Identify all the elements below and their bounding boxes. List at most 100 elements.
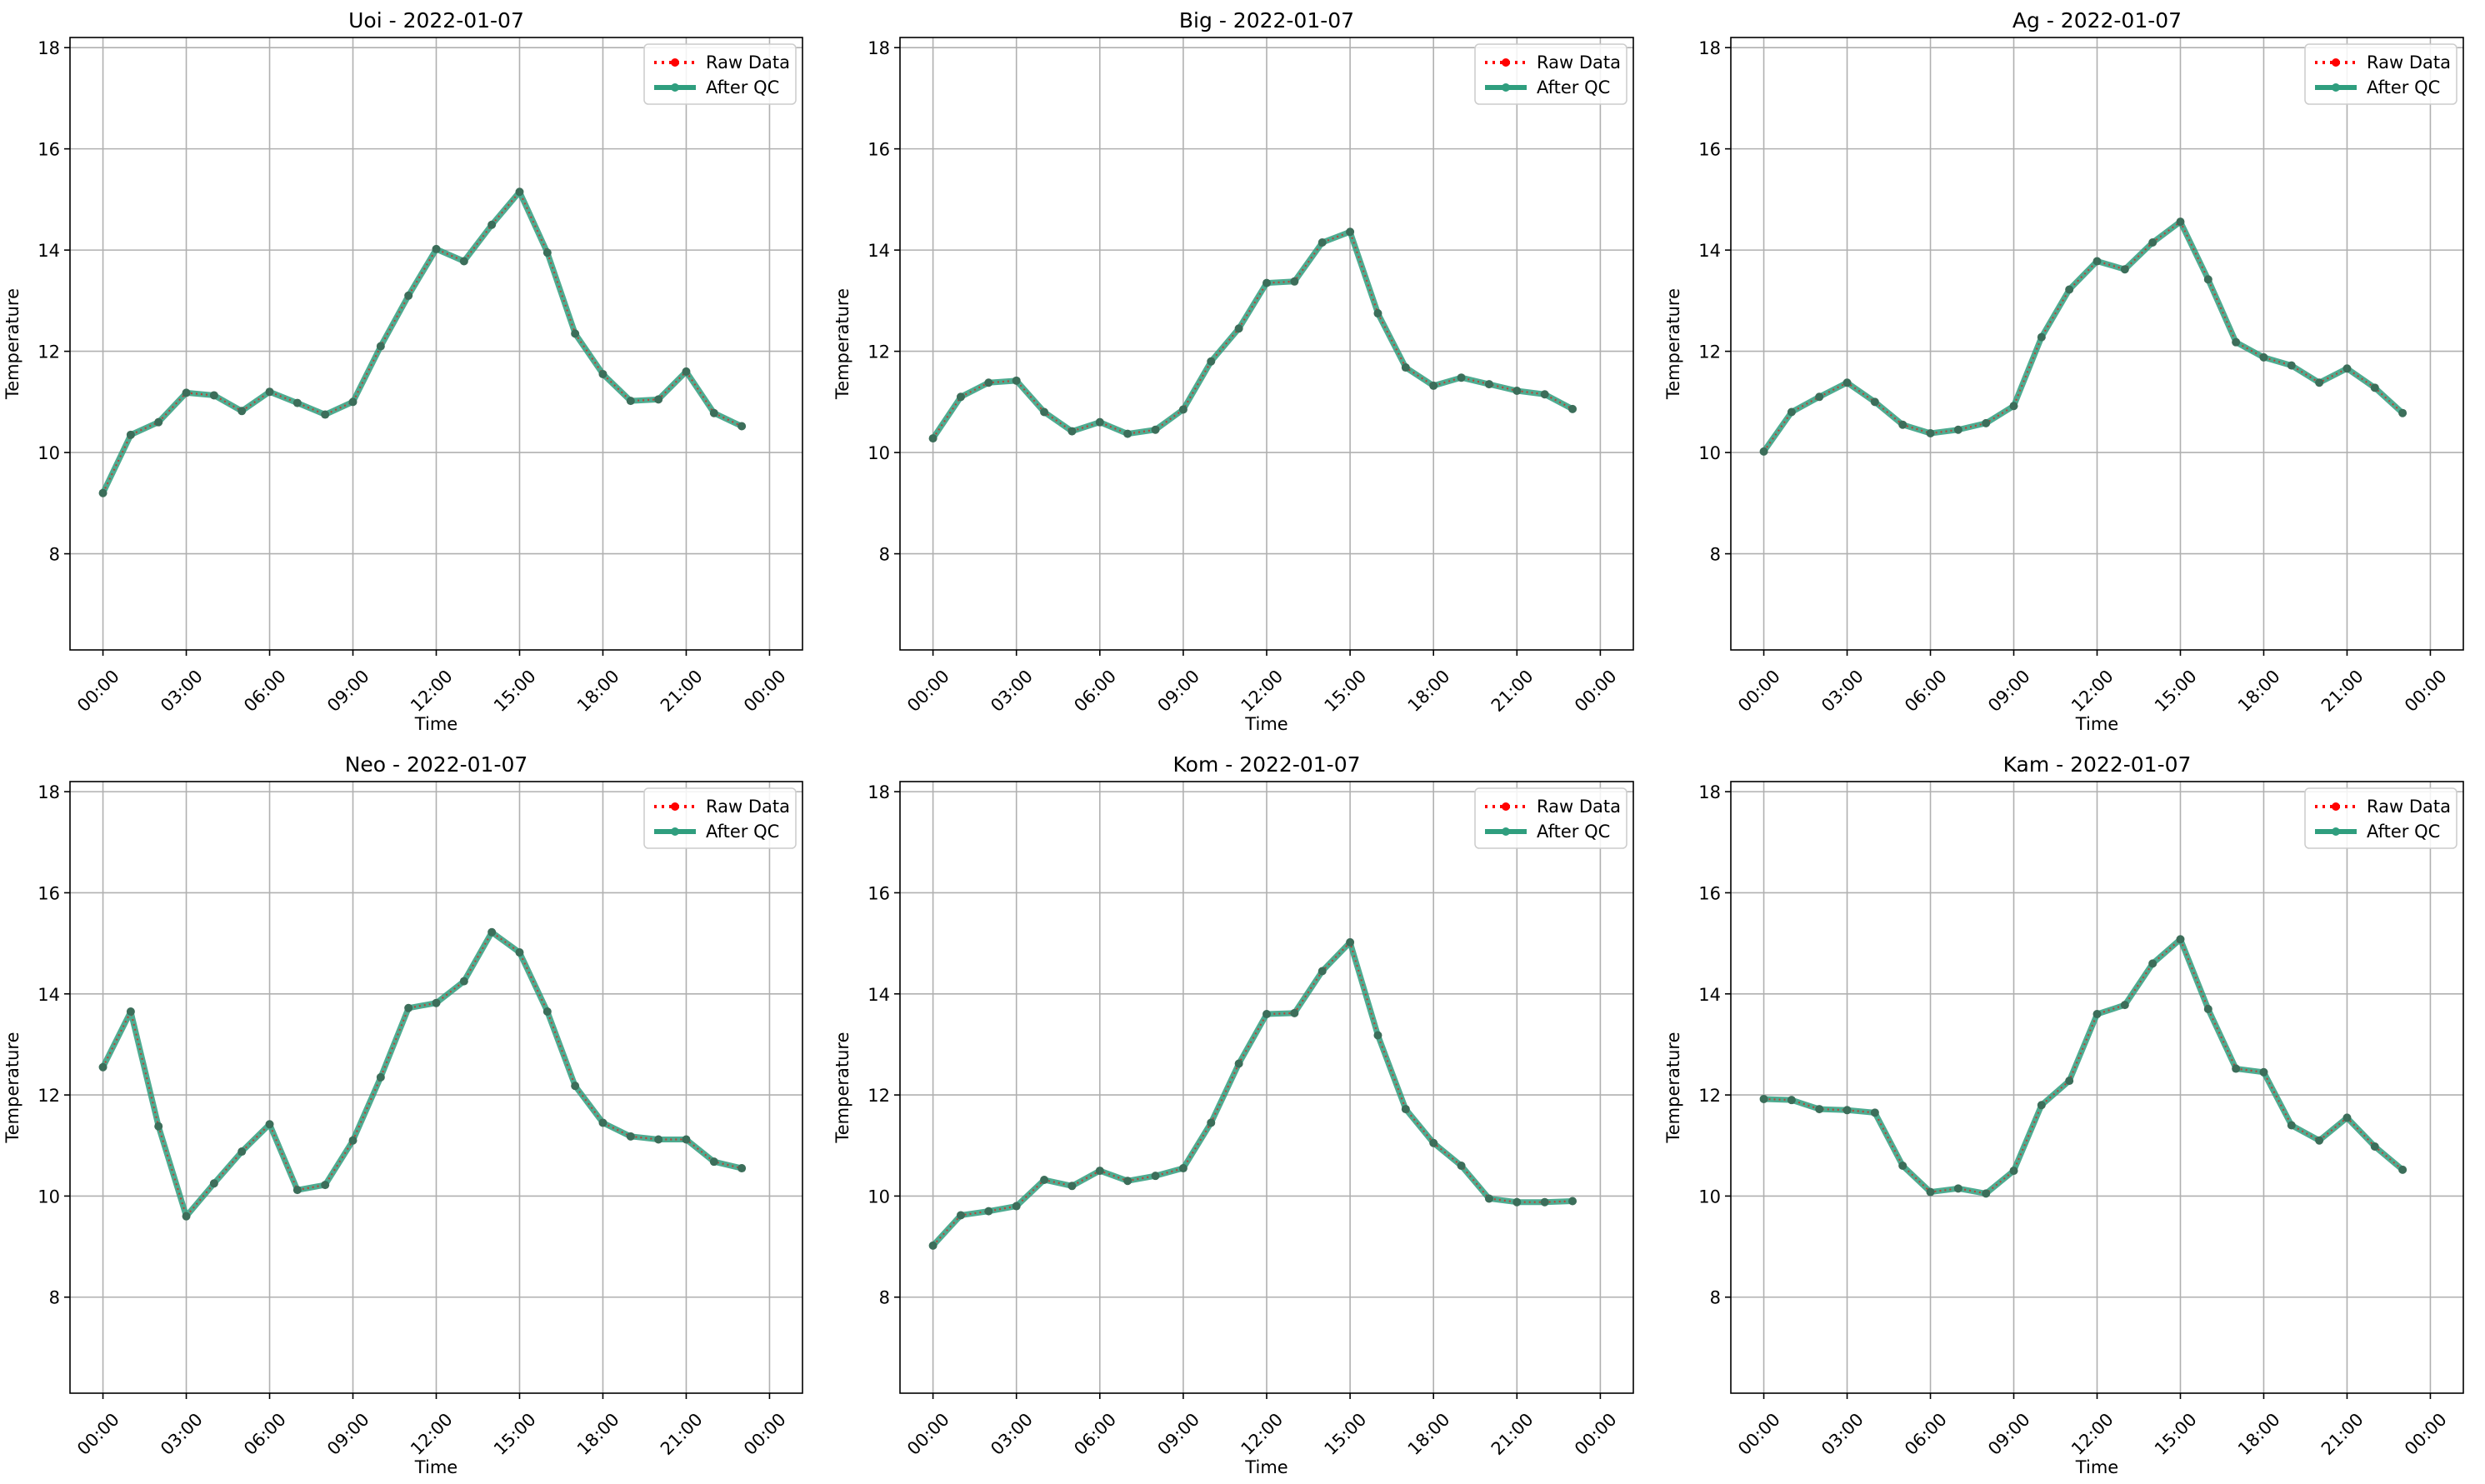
y-tick-label: 8 xyxy=(1710,1288,1721,1308)
x-axis-label: Time xyxy=(414,714,458,734)
y-tick-label: 10 xyxy=(38,1187,60,1207)
x-tick-label: 03:00 xyxy=(987,666,1037,716)
data-point xyxy=(1290,1008,1299,1017)
data-point xyxy=(1512,386,1522,395)
after-qc-line xyxy=(931,939,1573,1248)
data-point xyxy=(542,248,552,257)
x-tick-label: 00:00 xyxy=(740,1409,790,1459)
x-tick-label: 00:00 xyxy=(73,1409,123,1459)
data-point xyxy=(292,1186,302,1195)
grid xyxy=(1731,37,2463,650)
data-point xyxy=(1346,227,1355,237)
markers xyxy=(928,937,1578,1250)
x-tick-label: 00:00 xyxy=(1571,1409,1621,1459)
after-qc-line xyxy=(100,188,743,495)
data-point xyxy=(2148,238,2158,247)
y-tick-label: 18 xyxy=(1698,782,1721,802)
chart-title: Ag - 2022-01-07 xyxy=(2012,8,2182,32)
data-point xyxy=(709,408,718,417)
legend-qc-label: After QC xyxy=(706,822,779,842)
data-point xyxy=(1151,1172,1160,1181)
data-point xyxy=(1484,380,1493,389)
y-tick-label: 14 xyxy=(38,241,60,261)
data-point xyxy=(738,422,747,431)
data-point xyxy=(1953,1184,1962,1193)
chart-panel-2: 8 10 12 14 16 18 00:00 03:00 06:00 09:00 12:00 15:0… xyxy=(832,8,1634,734)
data-point xyxy=(1787,407,1796,417)
x-tick-label: 06:00 xyxy=(1901,1409,1951,1459)
y-tick-label: 18 xyxy=(38,38,60,58)
data-point xyxy=(2232,1064,2241,1073)
data-point xyxy=(98,488,108,497)
x-tick-label: 15:00 xyxy=(1321,666,1371,716)
x-tick-label: 12:00 xyxy=(1238,1409,1288,1459)
data-point xyxy=(1512,1197,1522,1207)
data-point xyxy=(1207,357,1216,366)
data-point xyxy=(2176,217,2185,227)
x-tick-label: 00:00 xyxy=(903,666,953,716)
data-point xyxy=(1457,1162,1466,1171)
data-point xyxy=(654,1135,663,1144)
chart-title: Kom - 2022-01-07 xyxy=(1173,752,1361,777)
data-point xyxy=(1982,418,1991,427)
x-tick-label: 18:00 xyxy=(573,1409,623,1459)
data-point xyxy=(321,1181,330,1190)
y-tick-label: 16 xyxy=(38,883,60,903)
y-tick-label: 14 xyxy=(1698,241,1721,261)
data-point xyxy=(238,407,247,416)
legend-raw-marker xyxy=(671,58,679,67)
data-point xyxy=(956,392,965,402)
data-point xyxy=(2009,402,2018,411)
data-point xyxy=(432,998,441,1007)
x-tick-label: 21:00 xyxy=(1488,666,1538,716)
x-tick-label: 21:00 xyxy=(657,666,707,716)
data-point xyxy=(1346,937,1355,947)
data-point xyxy=(2259,352,2268,362)
markers xyxy=(98,187,747,497)
data-point xyxy=(709,1157,718,1167)
raw-data-line xyxy=(1763,937,2403,1195)
x-tick-label: 09:00 xyxy=(323,666,373,716)
x-tick-label: 00:00 xyxy=(1734,666,1784,716)
data-point xyxy=(348,397,358,407)
legend: Raw Data After QC xyxy=(643,43,797,105)
x-tick-label: 15:00 xyxy=(490,1409,540,1459)
data-point xyxy=(265,1120,274,1129)
data-point xyxy=(1898,420,1908,429)
x-tick-label: 12:00 xyxy=(2068,666,2118,716)
data-point xyxy=(1095,417,1104,427)
data-point xyxy=(182,388,191,397)
data-point xyxy=(1068,427,1077,436)
data-point xyxy=(126,430,135,439)
x-tick-label: 06:00 xyxy=(1070,666,1120,716)
markers xyxy=(928,227,1578,443)
y-tick-label: 12 xyxy=(1698,342,1721,362)
legend: Raw Data After QC xyxy=(643,787,797,849)
data-point xyxy=(2398,408,2408,417)
legend-raw-marker xyxy=(671,802,679,811)
data-point xyxy=(2342,364,2352,373)
legend-qc-label: After QC xyxy=(706,77,779,97)
data-point xyxy=(1842,1106,1852,1115)
y-tick-label: 10 xyxy=(1698,443,1721,463)
y-axis-label: Temperature xyxy=(832,1032,852,1143)
data-point xyxy=(2315,1136,2324,1145)
data-point xyxy=(265,387,274,397)
data-point xyxy=(376,342,385,351)
legend-raw-label: Raw Data xyxy=(706,52,790,72)
legend-raw-label: Raw Data xyxy=(1537,797,1621,817)
data-point xyxy=(2287,1121,2296,1130)
data-point xyxy=(1012,1202,1021,1211)
data-point xyxy=(154,417,163,427)
data-point xyxy=(571,329,580,338)
data-point xyxy=(1401,1105,1410,1114)
y-tick-label: 14 xyxy=(868,241,890,261)
chart-title: Uoi - 2022-01-07 xyxy=(348,8,524,32)
y-tick-label: 12 xyxy=(868,1086,890,1106)
x-tick-label: 06:00 xyxy=(240,1409,290,1459)
data-point xyxy=(154,1122,163,1131)
data-point xyxy=(2398,1165,2408,1174)
data-point xyxy=(2259,1067,2268,1077)
x-tick-label: 03:00 xyxy=(1818,1409,1868,1459)
x-tick-label: 12:00 xyxy=(407,666,457,716)
